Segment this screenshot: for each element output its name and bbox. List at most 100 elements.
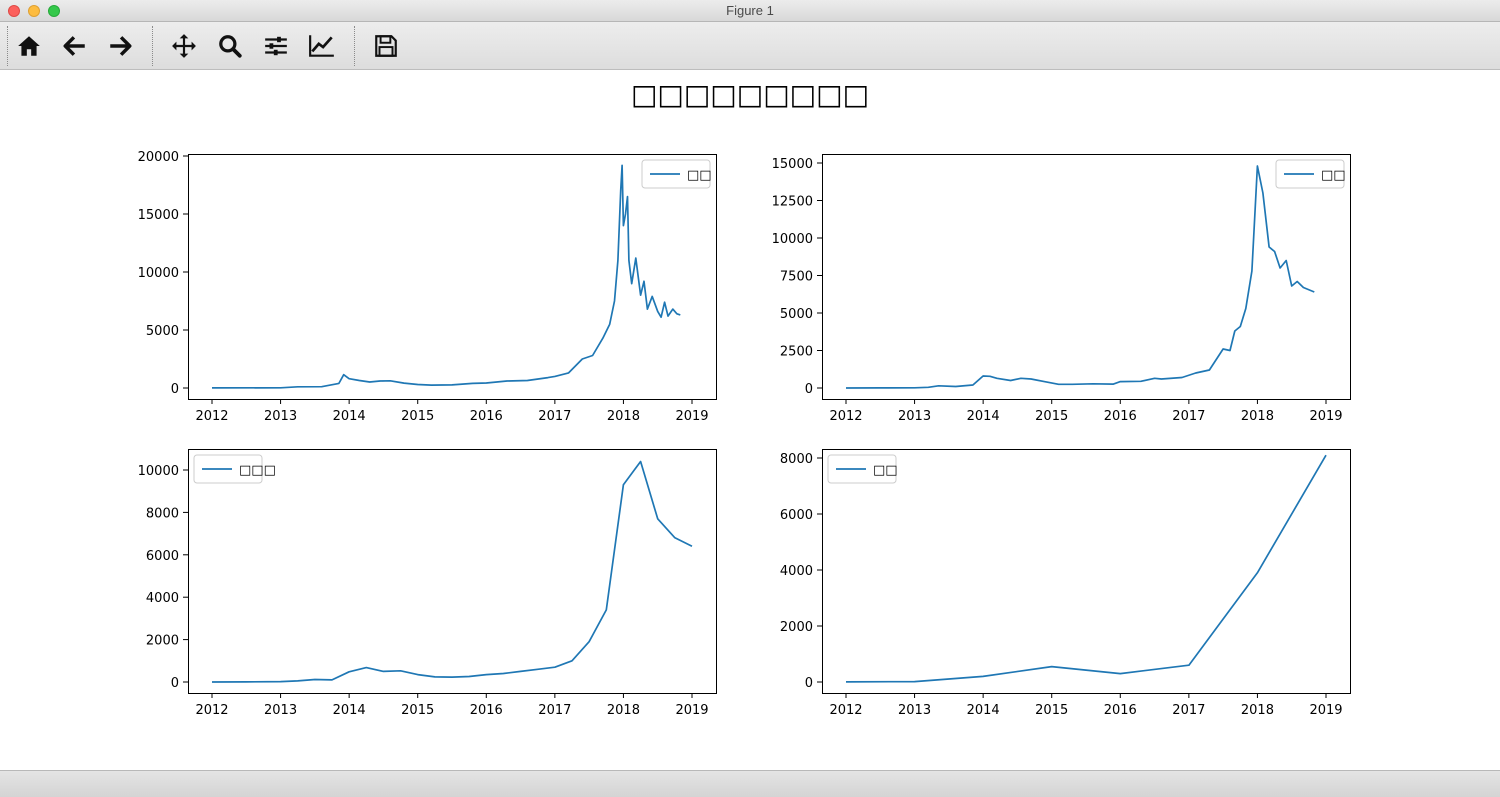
x-tick-label: 2017 bbox=[1172, 409, 1205, 424]
y-tick-label: 2000 bbox=[146, 634, 179, 649]
x-tick-label: 2013 bbox=[264, 409, 297, 424]
x-tick-label: 2014 bbox=[967, 703, 1000, 718]
toolbar-grip bbox=[7, 26, 8, 66]
pan-button[interactable] bbox=[169, 31, 199, 61]
x-tick-label: 2012 bbox=[195, 409, 228, 424]
y-tick-label: 2000 bbox=[780, 620, 813, 635]
x-tick-label: 2018 bbox=[1241, 703, 1274, 718]
x-tick-label: 2018 bbox=[607, 409, 640, 424]
x-tick-label: 2015 bbox=[401, 703, 434, 718]
toolbar-separator bbox=[152, 26, 153, 66]
axes-frame bbox=[188, 449, 717, 694]
close-window-button[interactable] bbox=[8, 5, 20, 17]
subplot-4: 2012 2013 2014 2015 2016 2017 2018 2019 0 2000 400… bbox=[780, 449, 1351, 718]
y-tick-label: 10000 bbox=[772, 232, 813, 247]
axes-frame bbox=[822, 154, 1351, 400]
y-tick-label: 15000 bbox=[138, 208, 179, 223]
y-tick-label: 6000 bbox=[146, 549, 179, 564]
legend-label: □□□ bbox=[239, 463, 276, 478]
series-line bbox=[211, 460, 693, 683]
move-arrows-icon bbox=[172, 34, 196, 58]
configure-subplots-button[interactable] bbox=[261, 31, 291, 61]
forward-button[interactable] bbox=[105, 31, 135, 61]
legend-label: □□ bbox=[1321, 168, 1346, 183]
x-tick-label: 2015 bbox=[1035, 409, 1068, 424]
x-tick-label: 2014 bbox=[333, 703, 366, 718]
arrow-left-icon bbox=[63, 36, 85, 56]
y-tick-label: 6000 bbox=[780, 508, 813, 523]
toolbar-separator bbox=[354, 26, 355, 66]
y-tick-label: 0 bbox=[805, 382, 813, 397]
subplot-1: 2012 2013 2014 2015 2016 2017 2018 2019 0 5000 100… bbox=[138, 150, 717, 424]
x-tick-label: 2013 bbox=[898, 703, 931, 718]
y-tick-label: 10000 bbox=[138, 266, 179, 281]
legend: □□ bbox=[827, 454, 898, 484]
magnifier-icon bbox=[219, 35, 242, 58]
y-tick-label: 4000 bbox=[780, 564, 813, 579]
legend: □□ bbox=[1275, 159, 1346, 189]
y-tick-label: 0 bbox=[171, 676, 179, 691]
minimize-window-button[interactable] bbox=[28, 5, 40, 17]
window-titlebar: Figure 1 bbox=[0, 0, 1500, 22]
arrow-right-icon bbox=[110, 36, 132, 56]
y-tick-label: 2500 bbox=[780, 345, 813, 360]
status-bar bbox=[0, 770, 1500, 797]
series-line bbox=[845, 165, 1315, 389]
subplot-2: 2012 2013 2014 2015 2016 2017 2018 2019 0 2500 500… bbox=[772, 154, 1351, 424]
x-tick-label: 2017 bbox=[538, 409, 571, 424]
x-tick-label: 2019 bbox=[1309, 409, 1342, 424]
x-tick-label: 2012 bbox=[829, 703, 862, 718]
y-tick-label: 0 bbox=[805, 676, 813, 691]
x-tick-label: 2019 bbox=[675, 409, 708, 424]
save-button[interactable] bbox=[371, 31, 401, 61]
y-tick-label: 4000 bbox=[146, 591, 179, 606]
y-tick-label: 7500 bbox=[780, 270, 813, 285]
x-tick-label: 2016 bbox=[470, 409, 503, 424]
x-tick-label: 2017 bbox=[1172, 703, 1205, 718]
series-line bbox=[211, 164, 681, 389]
sliders-icon bbox=[265, 36, 287, 56]
y-tick-label: 20000 bbox=[138, 150, 179, 165]
edit-axis-button[interactable] bbox=[307, 31, 337, 61]
y-tick-label: 12500 bbox=[772, 195, 813, 210]
y-tick-label: 15000 bbox=[772, 157, 813, 172]
x-tick-label: 2013 bbox=[264, 703, 297, 718]
y-tick-label: 5000 bbox=[780, 307, 813, 322]
legend-label: □□ bbox=[873, 463, 898, 478]
chart-line-icon bbox=[309, 35, 334, 57]
x-tick-label: 2014 bbox=[333, 409, 366, 424]
x-tick-label: 2016 bbox=[470, 703, 503, 718]
x-tick-label: 2018 bbox=[1241, 409, 1274, 424]
zoom-button[interactable] bbox=[215, 31, 245, 61]
window-title: Figure 1 bbox=[726, 3, 774, 18]
y-tick-label: 5000 bbox=[146, 324, 179, 339]
x-tick-label: 2012 bbox=[829, 409, 862, 424]
legend: □□ bbox=[641, 159, 712, 189]
x-tick-label: 2019 bbox=[1309, 703, 1342, 718]
subplots-area: 2012 2013 2014 2015 2016 2017 2018 2019 0 5000 100… bbox=[138, 150, 1351, 718]
y-tick-label: 10000 bbox=[138, 464, 179, 479]
y-tick-label: 8000 bbox=[146, 506, 179, 521]
x-tick-label: 2016 bbox=[1104, 703, 1137, 718]
y-tick-label: 0 bbox=[171, 382, 179, 397]
x-tick-label: 2015 bbox=[401, 409, 434, 424]
maximize-window-button[interactable] bbox=[48, 5, 60, 17]
legend-label: □□ bbox=[687, 168, 712, 183]
navigation-toolbar bbox=[0, 22, 1500, 70]
figure-suptitle: □□□□□□□□□ bbox=[630, 78, 870, 111]
x-tick-label: 2017 bbox=[538, 703, 571, 718]
home-button[interactable] bbox=[14, 31, 44, 61]
back-button[interactable] bbox=[60, 31, 90, 61]
legend: □□□ bbox=[193, 454, 276, 484]
x-tick-label: 2014 bbox=[967, 409, 1000, 424]
x-tick-label: 2015 bbox=[1035, 703, 1068, 718]
x-tick-label: 2016 bbox=[1104, 409, 1137, 424]
x-tick-label: 2018 bbox=[607, 703, 640, 718]
x-tick-label: 2012 bbox=[195, 703, 228, 718]
floppy-disk-icon bbox=[375, 35, 397, 57]
y-tick-label: 8000 bbox=[780, 452, 813, 467]
subplot-3: 2012 2013 2014 2015 2016 2017 2018 2019 0 2000 400… bbox=[138, 449, 717, 718]
series-line bbox=[845, 454, 1327, 683]
figure-canvas[interactable]: □□□□□□□□□ 2012 2013 2014 2015 2016 2017 2018 20… bbox=[0, 70, 1500, 770]
x-tick-label: 2013 bbox=[898, 409, 931, 424]
